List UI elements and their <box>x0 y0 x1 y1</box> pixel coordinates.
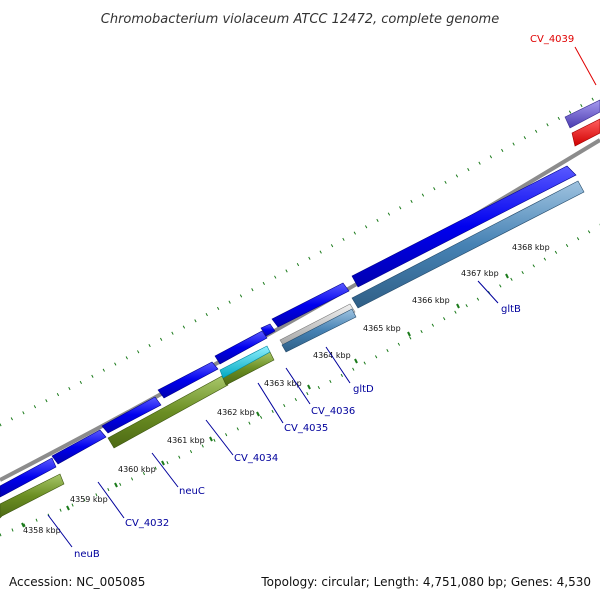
cds-forward-7 <box>271 282 350 328</box>
feature-olive-2 <box>107 375 229 449</box>
scale-label: 4359 kbp <box>70 495 108 504</box>
gene-label-neuB: neuB <box>74 549 100 560</box>
forward-strand-features <box>0 165 577 498</box>
leader-line <box>47 514 73 548</box>
scale-label: 4360 kbp <box>118 465 156 474</box>
scale-label: 4365 kbp <box>363 324 401 333</box>
cds-forward-2 <box>51 429 107 465</box>
scale-label: 4366 kbp <box>412 296 450 305</box>
leader-line <box>285 367 311 405</box>
outer-tick-arc <box>0 93 600 427</box>
leader-line <box>257 382 284 424</box>
gene-labels: neuB CV_4032 neuC CV_4034 CV_4035 CV_403… <box>47 34 597 560</box>
gene-label-CV_4034: CV_4034 <box>234 453 278 464</box>
feature-red-highlight <box>571 118 600 147</box>
scale-label: 4358 kbp <box>23 526 61 535</box>
accession-text: Accession: NC_005085 <box>9 575 145 589</box>
leader-line <box>151 452 179 488</box>
gene-label-CV_4035: CV_4035 <box>284 423 328 434</box>
scale-label: 4367 kbp <box>461 269 499 278</box>
leader-line <box>477 280 499 304</box>
gene-label-neuC: neuC <box>179 486 205 497</box>
cds-forward-3 <box>101 396 162 434</box>
gene-label-gltD: gltD <box>353 384 374 395</box>
feature-purple <box>564 99 600 129</box>
reverse-strand-features <box>0 180 585 519</box>
topology-text: Topology: circular; Length: 4,751,080 bp… <box>260 575 591 589</box>
scale-label: 4361 kbp <box>167 436 205 445</box>
cds-forward-5 <box>214 330 268 365</box>
cds-forward-4 <box>157 361 219 399</box>
cds-forward-6 <box>260 323 276 337</box>
feature-cyan <box>219 345 271 379</box>
gene-label-gltB: gltB <box>501 304 521 315</box>
genome-backbone <box>0 138 600 482</box>
major-tick-marks <box>21 273 509 528</box>
leader-line <box>325 346 351 384</box>
scale-label: 4363 kbp <box>264 379 302 388</box>
scale-labels: 4358 kbp 4359 kbp 4360 kbp 4361 kbp 4362… <box>23 243 550 535</box>
gene-label-CV_4032: CV_4032 <box>125 518 169 529</box>
cds-forward-8 <box>351 165 577 288</box>
feature-steel-2 <box>351 180 585 309</box>
feature-steel-1 <box>281 308 357 353</box>
scale-label: 4362 kbp <box>217 408 255 417</box>
gene-label-CV_4036: CV_4036 <box>311 406 355 417</box>
feature-olive-1 <box>0 473 65 519</box>
map-title: Chromobacterium violaceum ATCC 12472, co… <box>101 12 499 27</box>
leader-line <box>97 481 125 519</box>
gene-label-CV_4039: CV_4039 <box>530 34 574 45</box>
leader-line <box>205 419 234 456</box>
leader-line <box>574 46 597 86</box>
scale-label: 4368 kbp <box>512 243 550 252</box>
cds-forward-1 <box>0 457 57 498</box>
